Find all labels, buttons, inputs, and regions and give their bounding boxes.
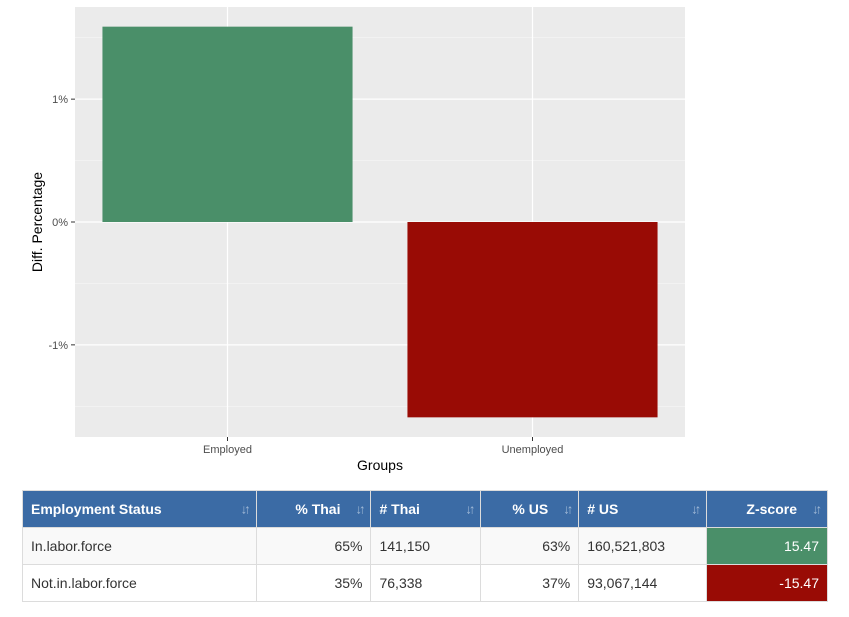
y-tick-label: 1% (52, 94, 68, 106)
cell-status: In.labor.force (22, 527, 257, 565)
bar-employed (102, 26, 353, 223)
x-tick-label: Employed (203, 444, 252, 456)
cell-num-us: 93,067,144 (578, 564, 708, 602)
col-header-pct-thai[interactable]: % Thai ↓↑ (255, 490, 372, 528)
chart: -1% 0% 1% Employed Unemployed Groups Diff. P… (29, 7, 685, 473)
cell-z-score: 15.47 (706, 527, 828, 565)
sort-icon[interactable]: ↓↑ (812, 501, 822, 517)
col-header-label: % Thai (295, 501, 341, 517)
cell-pct-thai: 35% (255, 564, 372, 602)
col-header-num-thai[interactable]: # Thai ↓↑ (370, 490, 482, 528)
col-header-num-us[interactable]: # US ↓↑ (578, 490, 708, 528)
cell-pct-us: 63% (480, 527, 580, 565)
cell-status: Not.in.labor.force (22, 564, 257, 602)
sort-icon[interactable]: ↓↑ (240, 501, 251, 517)
cell-num-thai: 76,338 (370, 564, 482, 602)
employment-table: Employment Status ↓↑ % Thai ↓↑ # Thai ↓↑… (22, 490, 828, 602)
y-axis-title: Diff. Percentage (29, 172, 45, 272)
table-row: In.labor.force 65% 141,150 63% 160,521,8… (22, 527, 828, 565)
x-axis-title: Groups (357, 457, 403, 473)
y-tick-label: -1% (48, 340, 68, 352)
y-tick-label: 0% (52, 217, 68, 229)
sort-icon[interactable]: ↓↑ (691, 501, 701, 517)
sort-icon[interactable]: ↓↑ (355, 501, 365, 517)
sort-icon[interactable]: ↓↑ (563, 501, 573, 517)
col-header-label: Employment Status (31, 501, 162, 517)
col-header-label: # US (587, 501, 619, 517)
table-header-row: Employment Status ↓↑ % Thai ↓↑ # Thai ↓↑… (22, 490, 828, 528)
col-header-label: % US (512, 501, 549, 517)
col-header-pct-us[interactable]: % US ↓↑ (480, 490, 580, 528)
cell-pct-thai: 65% (255, 527, 372, 565)
cell-num-thai: 141,150 (370, 527, 482, 565)
cell-pct-us: 37% (480, 564, 580, 602)
cell-num-us: 160,521,803 (578, 527, 708, 565)
bar-chart: -1% 0% 1% Employed Unemployed Groups Diff. P… (29, 7, 685, 473)
col-header-z-score[interactable]: Z-score ↓↑ (706, 490, 828, 528)
x-tick-label: Unemployed (502, 444, 564, 456)
sort-icon[interactable]: ↓↑ (465, 501, 475, 517)
table-row: Not.in.labor.force 35% 76,338 37% 93,067… (22, 564, 828, 602)
bar-unemployed (407, 222, 658, 418)
col-header-label: Z-score (746, 501, 797, 517)
col-header-label: # Thai (379, 501, 420, 517)
cell-z-score: -15.47 (706, 564, 828, 602)
col-header-employment-status[interactable]: Employment Status ↓↑ (22, 490, 257, 528)
